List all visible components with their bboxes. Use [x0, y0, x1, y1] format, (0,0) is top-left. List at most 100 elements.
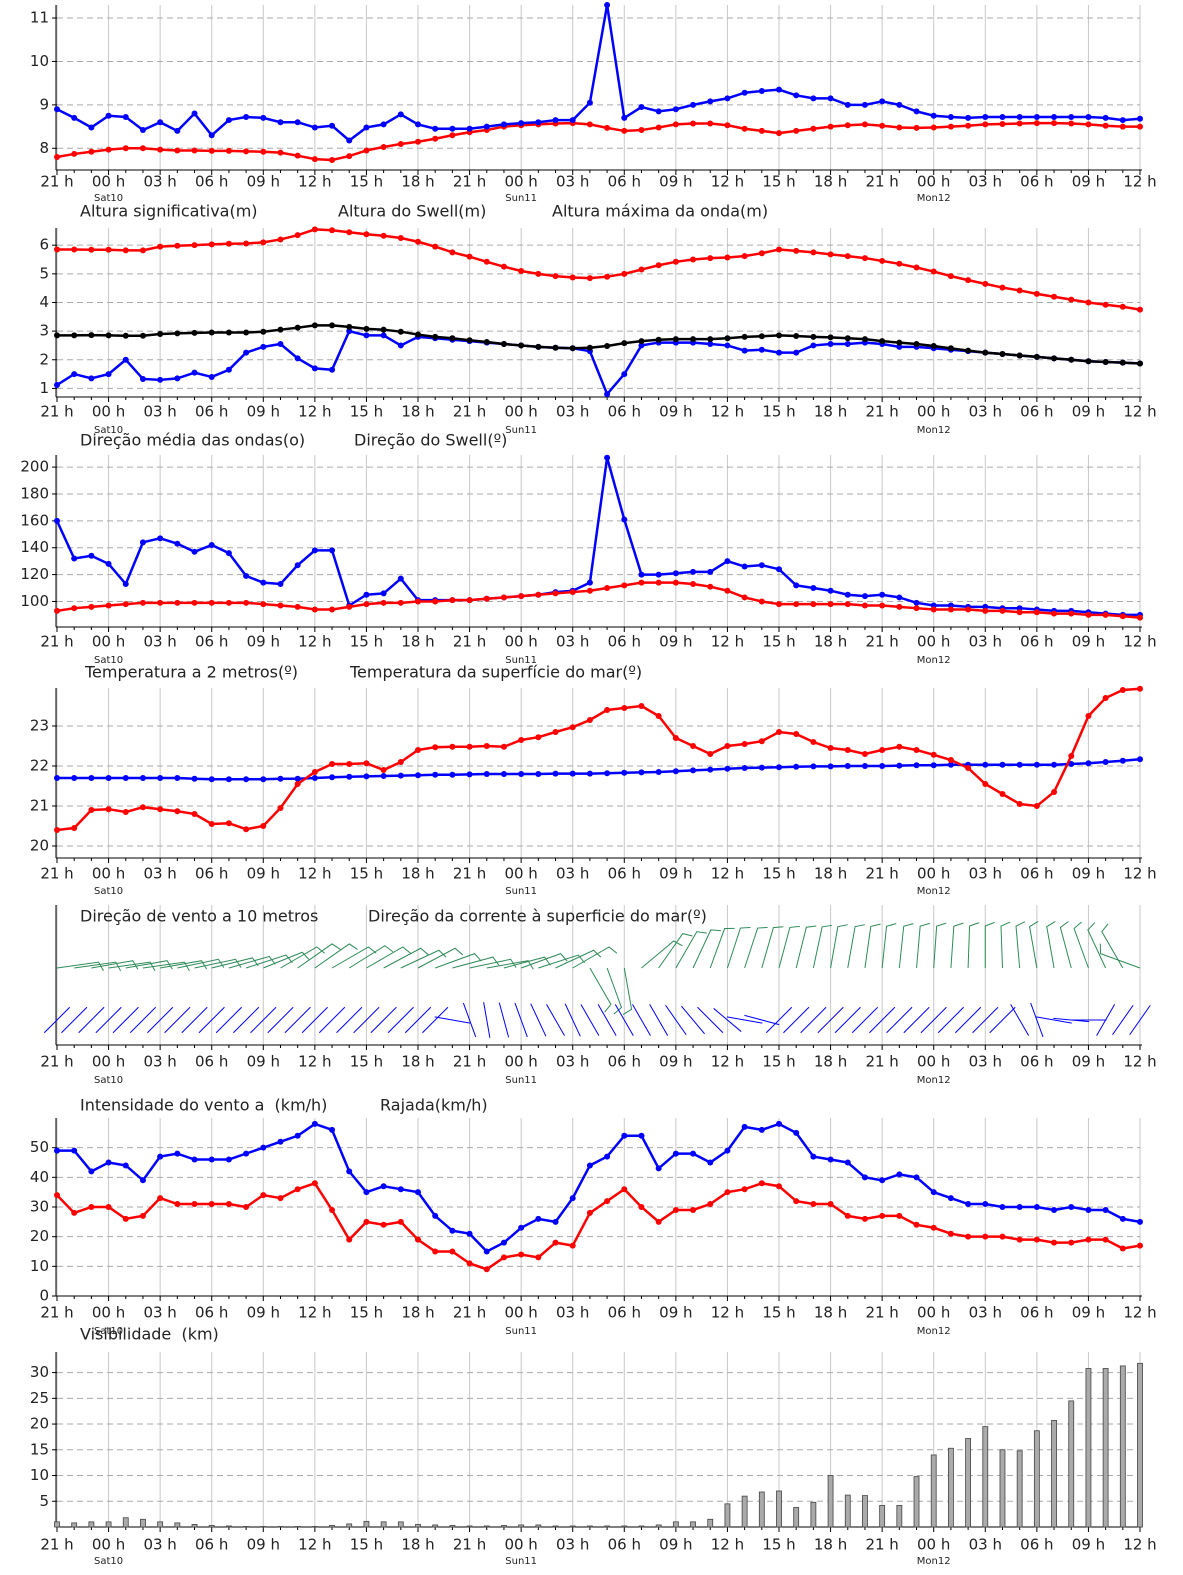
data-point: [363, 1218, 370, 1225]
data-point: [277, 1138, 284, 1145]
data-point: [930, 124, 937, 131]
data-point: [208, 373, 215, 380]
bar: [844, 1494, 851, 1528]
data-point: [621, 705, 628, 711]
data-point: [827, 587, 834, 594]
data-point: [690, 568, 697, 575]
data-point: [500, 594, 507, 601]
data-point: [655, 1218, 662, 1225]
x-tick-label: 12 h: [298, 1536, 331, 1554]
legend-entry: Direção média das ondas(o): [80, 431, 305, 450]
data-point: [363, 332, 370, 339]
data-point: [999, 114, 1006, 121]
x-tick-label: 12 h: [1123, 1536, 1156, 1554]
data-point: [879, 747, 886, 753]
data-point: [122, 809, 129, 815]
data-point: [1068, 753, 1075, 759]
data-point: [1137, 123, 1143, 130]
data-point: [1119, 123, 1126, 130]
data-point: [122, 247, 129, 254]
data-point: [586, 1162, 593, 1169]
data-point: [71, 371, 78, 378]
data-point: [397, 235, 404, 242]
series-line: [57, 228, 1141, 311]
data-point: [311, 775, 318, 781]
data-point: [1068, 114, 1075, 121]
data-point: [1016, 609, 1023, 616]
data-point: [776, 332, 782, 339]
data-point: [483, 339, 490, 346]
data-point: [896, 339, 903, 346]
current-arrow: [597, 1004, 617, 1036]
legend-entry: Rajada(km/h): [380, 1096, 488, 1115]
x-tick-label: 21 h: [40, 1536, 73, 1554]
bar: [758, 1491, 765, 1528]
data-point: [260, 601, 267, 608]
data-point: [913, 1221, 920, 1228]
data-point: [741, 594, 748, 601]
data-point: [947, 757, 954, 763]
current-arrow: [765, 1006, 793, 1034]
y-tick-label: 180: [20, 484, 49, 502]
data-point: [243, 1204, 250, 1210]
legend-entry: Temperatura da superfície do mar(º): [349, 663, 642, 682]
x-tick-label: 18 h: [401, 403, 434, 421]
data-point: [105, 560, 112, 567]
data-point: [191, 329, 198, 336]
current-arrow: [989, 1006, 1016, 1034]
data-point: [655, 769, 662, 775]
data-point: [604, 1198, 611, 1205]
data-point: [174, 375, 181, 382]
data-point: [449, 1227, 456, 1234]
data-point: [260, 114, 267, 121]
bar: [741, 1495, 748, 1528]
x-tick-label: 03 h: [556, 403, 589, 421]
data-point: [329, 547, 336, 554]
current-arrow: [404, 1006, 432, 1034]
bar: [707, 1518, 714, 1528]
data-point: [208, 776, 215, 783]
data-point: [965, 765, 972, 771]
data-point: [1137, 685, 1143, 692]
x-tick-label: 21 h: [865, 403, 898, 421]
wind-barb: [1099, 943, 1141, 969]
data-point: [810, 125, 817, 132]
data-point: [621, 769, 628, 776]
x-tick-label: 18 h: [401, 1304, 434, 1322]
data-point: [54, 607, 60, 614]
y-tick-label: 21: [30, 797, 49, 815]
data-point: [621, 1186, 628, 1193]
data-point: [380, 599, 387, 606]
x-tick-label: 03 h: [969, 403, 1002, 421]
y-tick-label: 30: [30, 1363, 49, 1381]
data-point: [432, 333, 439, 340]
data-point: [1119, 1215, 1126, 1222]
wind-barb: [847, 924, 865, 969]
data-point: [707, 751, 714, 757]
data-point: [105, 371, 112, 378]
data-point: [122, 332, 129, 339]
data-point: [1016, 120, 1023, 127]
data-point: [724, 1189, 731, 1196]
data-point: [380, 332, 387, 339]
data-point: [741, 253, 748, 260]
x-tick-label: 15 h: [762, 1053, 795, 1071]
current-arrow: [681, 1005, 706, 1035]
wind-barb: [383, 947, 429, 969]
data-point: [672, 1150, 679, 1157]
data-point: [638, 571, 645, 578]
data-point: [277, 775, 284, 782]
x-tick-label: 00 h: [92, 403, 125, 421]
x-tick-label: 00 h: [92, 1304, 125, 1322]
data-point: [1085, 713, 1092, 719]
data-point: [999, 284, 1006, 291]
x-tick-label: 09 h: [659, 173, 692, 191]
data-point: [999, 120, 1006, 127]
data-point: [861, 763, 868, 769]
data-point: [827, 763, 834, 770]
bar: [483, 1525, 490, 1528]
data-point: [294, 1186, 301, 1193]
x-tick-label: 15 h: [350, 1304, 383, 1322]
current-arrow: [1010, 1004, 1030, 1036]
data-point: [672, 579, 679, 586]
